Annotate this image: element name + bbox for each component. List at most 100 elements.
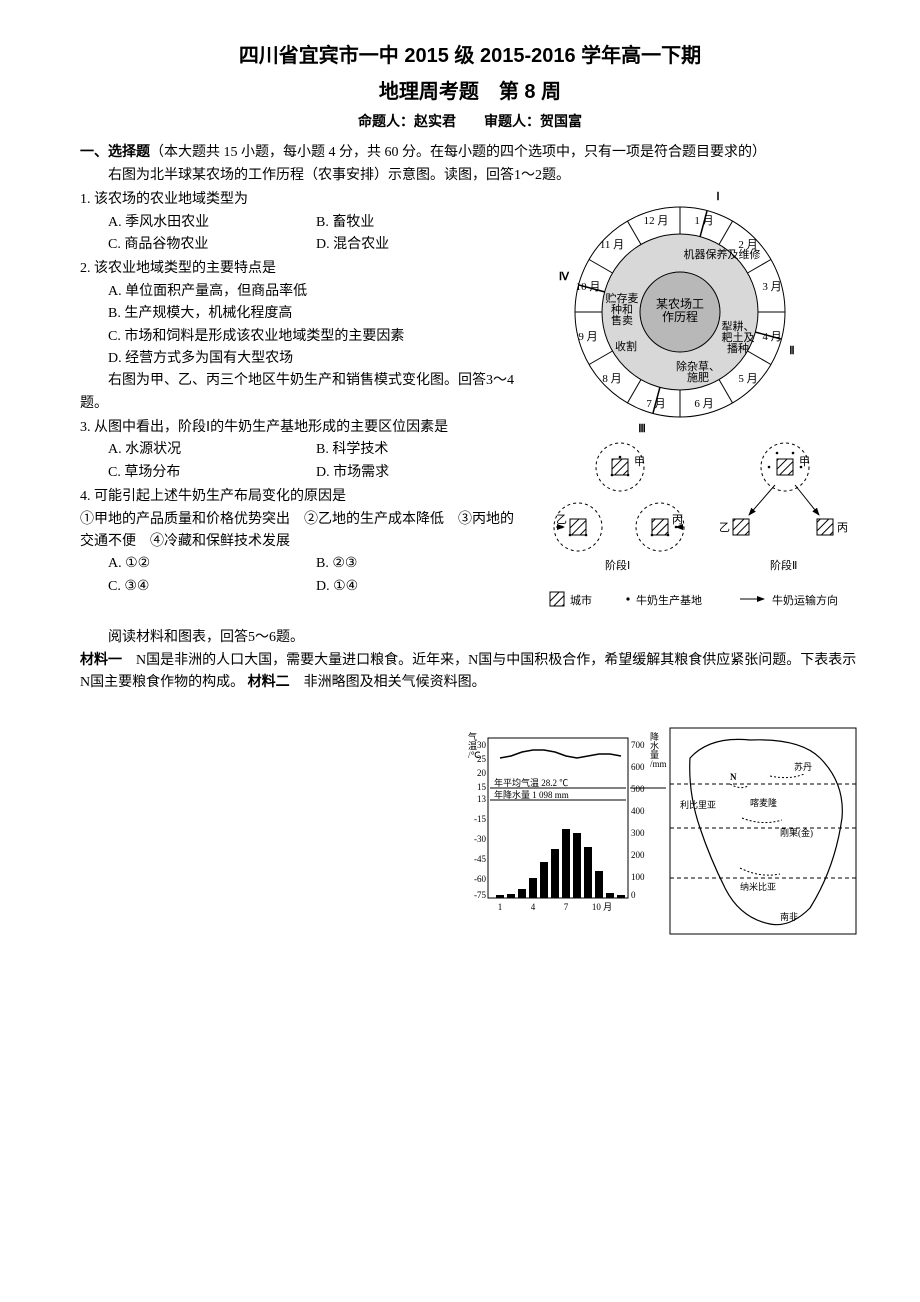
farm-m8: 8 月 [602,373,621,385]
map-sudan: 苏丹 [794,761,812,772]
milk-s1-yi: 乙 [556,513,567,526]
cx-10: 10 月 [592,902,612,912]
cp-7: 0 [631,890,636,900]
q1-A: A. 季风水田农业 [108,212,316,234]
q1-options: A. 季风水田农业 B. 畜牧业 C. 商品谷物农业 D. 混合农业 [108,212,524,257]
cp-0: 700 [631,740,645,750]
ct-t5: -15 [474,814,486,824]
farm-m1: 1 月 [694,215,713,227]
milk-stage1-label: 阶段Ⅰ [605,558,630,572]
map-N: N [730,772,737,782]
milk-s2-yi: 乙 [719,521,730,534]
avg-temp: 年平均气温 28.2 ℃ [494,777,568,788]
q4-D: D. ①④ [316,576,524,598]
page-title-line1: 四川省宜宾市一中 2015 级 2015-2016 学年高一下期 [80,40,860,72]
intro-q5-q6: 阅读材料和图表，回答5～6题。 [80,627,860,649]
farm-m4: 4 月 [762,331,781,343]
ct-t4: 13 [477,794,487,804]
q2-B: B. 生产规模大，机械化程度高 [108,303,524,325]
avg-precip: 年降水量 1 098 mm [494,789,569,800]
material-1: 材料一 N国是非洲的人口大国，需要大量进口粮食。近年来，N国与中国积极合作，希望… [80,650,860,695]
intro-q3-q4: 右图为甲、乙、丙三个地区牛奶生产和销售模式变化图。回答3～4题。 [80,370,524,415]
page-authors: 命题人：赵实君 审题人：贺国富 [80,112,860,134]
q2-stem: 2. 该农业地域类型的主要特点是 [80,258,524,280]
q3-B: B. 科学技术 [316,439,524,461]
climate-and-map-figure: 气温/℃ 30 25 20 15 13 -15 -30 -45 -60 -75 … [460,724,860,944]
q4-stem: 4. 可能引起上述牛奶生产布局变化的原因是 [80,486,524,508]
farm-m12: 12 月 [644,215,669,227]
cp-5: 200 [631,850,645,860]
farm-q3: Ⅲ [638,423,646,435]
milk-legend-base: 牛奶生产基地 [636,593,702,607]
q2-A: A. 单位面积产量高，但商品率低 [108,281,524,303]
svg-text:降水量/mm: 降水量/mm [650,731,667,769]
q3-options: A. 水源状况 B. 科学技术 C. 草场分布 D. 市场需求 [108,439,524,484]
svg-text:某农场工作历程: 某农场工作历程 [656,297,704,324]
q3-A: A. 水源状况 [108,439,316,461]
milk-legend-arrow: 牛奶运输方向 [772,593,838,607]
cp-4: 300 [631,828,645,838]
cp-6: 100 [631,872,645,882]
q4-B: B. ②③ [316,553,524,575]
farm-q2: Ⅱ [789,345,794,357]
q2-C: C. 市场和饲料是形成该农业地域类型的主要因素 [108,326,524,348]
ct-t6: -30 [474,834,486,844]
farm-q4: Ⅳ [559,271,570,283]
milk-s2-bing: 丙 [837,522,848,534]
intro-q1-q2: 右图为北半球某农场的工作历程（农事安排）示意图。读图，回答1～2题。 [80,165,860,187]
q4-C: C. ③④ [108,576,316,598]
farm-m10: 10 月 [576,281,601,293]
q3-C: C. 草场分布 [108,462,316,484]
ct-t0: 30 [477,740,487,750]
q4-options: A. ①② B. ②③ C. ③④ D. ①④ [108,553,524,598]
q1-stem: 1. 该农场的农业地域类型为 [80,189,524,211]
q1-B: B. 畜牧业 [316,212,524,234]
map-namibia: 纳米比亚 [740,881,776,892]
farm-m5: 5 月 [738,373,757,385]
material-2-text: 非洲略图及相关气候资料图。 [290,675,486,690]
farm-t1: 机器保养及维修 [684,247,761,261]
farm-m7: 7 月 [646,398,665,410]
farm-t4: 收割 [615,339,637,353]
ct-t8: -60 [474,874,486,884]
section-1-heading: 一、选择题（本大题共 15 小题，每小题 4 分，共 60 分。在每小题的四个选… [80,142,860,164]
milk-legend-city: 城市 [570,593,592,607]
map-cameroon: 喀麦隆 [750,797,777,808]
q2-D: D. 经营方式多为国有大型农场 [108,348,524,370]
milk-s1-jia: 甲 [634,456,645,468]
milk-stage2-label: 阶段Ⅱ [770,558,797,572]
cx-1: 1 [498,902,503,912]
ct-t2: 20 [477,768,487,778]
q4-opts-line: ①甲地的产品质量和价格优势突出 ②乙地的生产成本降低 ③丙地的交通不便 ④冷藏和… [80,509,524,554]
cx-4: 4 [531,902,536,912]
q1-C: C. 商品谷物农业 [108,234,316,256]
map-sa: 南非 [780,911,798,922]
farm-m11: 11 月 [600,239,624,251]
map-drc: 刚果(金) [780,827,813,838]
farm-m6: 6 月 [694,398,713,410]
farm-m3: 3 月 [762,281,781,293]
q4-A: A. ①② [108,553,316,575]
cp-3: 400 [631,806,645,816]
q2-options: A. 单位面积产量高，但商品率低 B. 生产规模大，机械化程度高 C. 市场和饲… [108,281,524,371]
material-2-label: 材料二 [248,675,290,690]
section-1-label: 一、选择题 [80,145,150,160]
map-liberia: 利比里亚 [680,799,716,810]
farm-m9: 9 月 [578,331,597,343]
section-1-instructions: （本大题共 15 小题，每小题 4 分，共 60 分。在每小题的四个选项中，只有… [150,145,766,160]
cp-1: 600 [631,762,645,772]
farm-calendar-diagram: 1 月 2 月 3 月 4 月 5 月 6 月 7 月 8 月 9 月 10 月… [540,187,820,437]
ct-t3: 15 [477,782,487,792]
milk-s2-jia: 甲 [799,456,810,468]
milk-stages-diagram: 甲 乙 丙 阶段Ⅰ 甲 [540,437,860,627]
q3-D: D. 市场需求 [316,462,524,484]
ct-t9: -75 [474,890,486,900]
cp-2: 500 [631,784,645,794]
page-title-line2: 地理周考题 第 8 周 [80,76,860,108]
cx-7: 7 [564,902,569,912]
ct-t7: -45 [474,854,486,864]
q3-stem: 3. 从图中看出，阶段Ⅰ的牛奶生产基地形成的主要区位因素是 [80,417,524,439]
farm-q1: Ⅰ [716,191,719,203]
material-1-label: 材料一 [80,653,122,668]
milk-s1-bing: 丙 [672,514,683,526]
